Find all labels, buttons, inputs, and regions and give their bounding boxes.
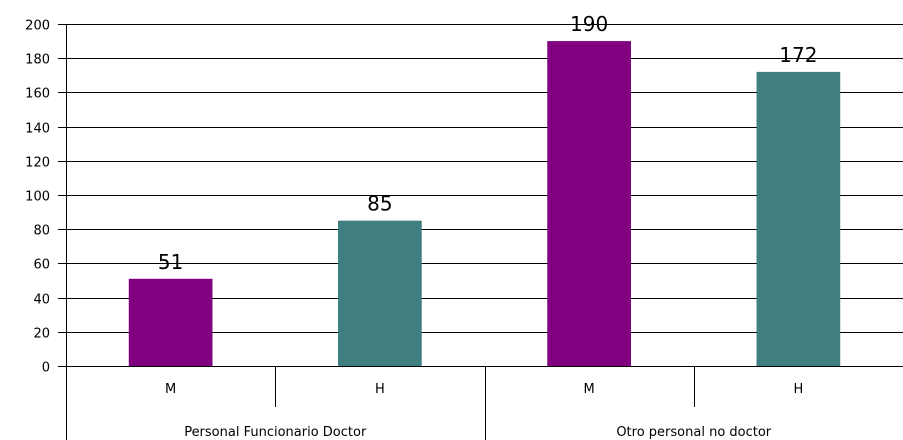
data-label: 172 (779, 43, 817, 67)
x-tick-label: M (165, 382, 176, 397)
y-tick-label: 200 (25, 19, 50, 34)
bar (756, 71, 841, 366)
group-label: Otro personal no doctor (616, 425, 771, 440)
y-tick-label: 0 (42, 361, 50, 376)
x-tick-label: H (375, 382, 385, 397)
y-tick-label: 40 (33, 293, 50, 308)
y-tick-label: 180 (25, 53, 50, 68)
y-tick-label: 120 (25, 156, 50, 171)
group-label: Personal Funcionario Doctor (184, 425, 367, 440)
bars: 51 85 190 172 (128, 12, 841, 366)
y-tick-label: 80 (33, 224, 50, 239)
x-tick-label: M (584, 382, 595, 397)
data-label: 190 (570, 12, 608, 36)
x-axis: M H M H Personal Funcionario Doctor Otro pers… (165, 366, 803, 440)
y-tick-label: 20 (33, 327, 50, 342)
y-tick-label: 140 (25, 122, 50, 137)
y-tick-label: 100 (25, 190, 50, 205)
bar (338, 220, 422, 366)
data-label: 85 (367, 192, 392, 216)
bar (128, 278, 213, 366)
y-tick-label: 60 (33, 258, 50, 273)
x-tick-label: H (793, 382, 803, 397)
y-axis: 0 20 40 60 80 100 120 140 160 180 200 (25, 19, 67, 440)
y-tick-label: 160 (25, 87, 50, 102)
bar (547, 41, 631, 366)
data-label: 51 (158, 250, 183, 274)
